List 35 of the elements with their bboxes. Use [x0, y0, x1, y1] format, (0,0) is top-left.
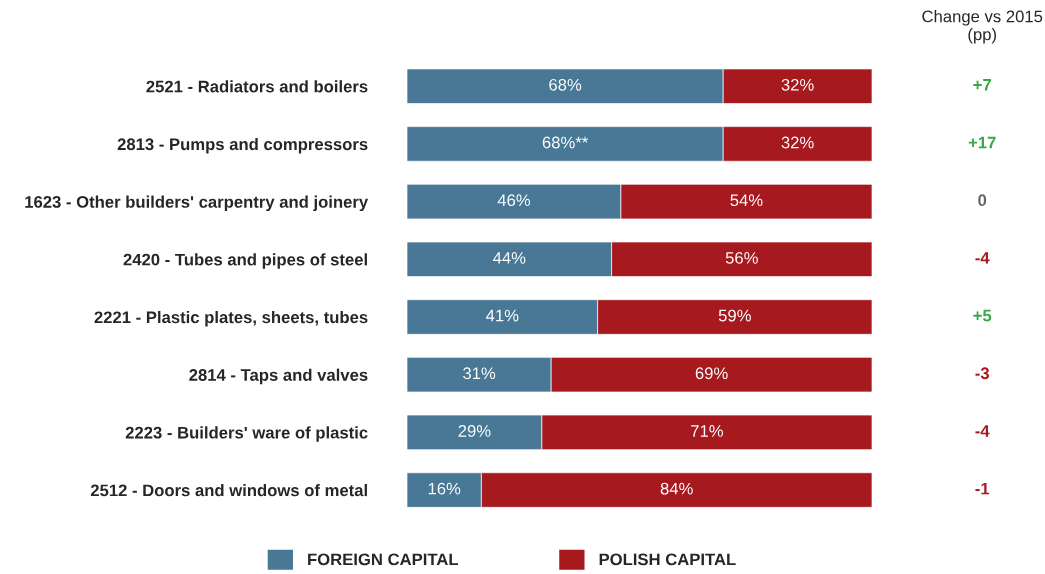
data-label: 41% [486, 309, 519, 322]
text: -4 [975, 425, 990, 437]
data-label: 68%** [542, 136, 588, 149]
text: +5 [973, 309, 992, 322]
y-tick-label: 2420 - Tubes and pipes of steel [123, 253, 367, 269]
legend-label: FOREIGN CAPITAL [308, 553, 459, 566]
y-tick-label: 2814 - Taps and valves [189, 368, 368, 385]
y-tick-label: 2813 - Pumps and compressors [117, 137, 368, 154]
y-tick-label: 2223 - Builders' ware of plastic [125, 426, 368, 442]
y-tick-label: 2221 - Plastic plates, sheets, tubes [94, 310, 368, 327]
text: +7 [973, 79, 991, 91]
data-label: 69% [695, 367, 728, 380]
data-label: 54% [730, 194, 763, 207]
data-label: 46% [497, 194, 531, 207]
y-tick-label: 2521 - Radiators and boilers [146, 80, 368, 93]
data-label: 31% [463, 367, 496, 380]
data-label: 68% [549, 78, 582, 91]
data-label: 84% [660, 482, 693, 495]
text: Change vs 2015 (pp) [922, 10, 1043, 44]
data-label: 71% [691, 425, 724, 437]
text: 0 [978, 194, 987, 207]
data-label: 16% [428, 482, 461, 495]
y-tick-label: 2512 - Doors and windows of metal [90, 484, 367, 497]
data-label: 56% [725, 251, 758, 264]
data-label: 32% [781, 136, 814, 149]
text: -4 [975, 252, 990, 264]
data-label: 32% [781, 78, 814, 91]
data-label: 44% [493, 252, 526, 264]
data-label: 29% [458, 425, 491, 437]
legend-label: POLISH CAPITAL [599, 553, 736, 566]
data-label: 59% [718, 309, 751, 322]
text: -1 [975, 482, 990, 495]
text: -3 [975, 367, 990, 380]
text: +17 [968, 136, 996, 149]
y-tick-label: 1623 - Other builders' carpentry and joinery [25, 195, 369, 212]
